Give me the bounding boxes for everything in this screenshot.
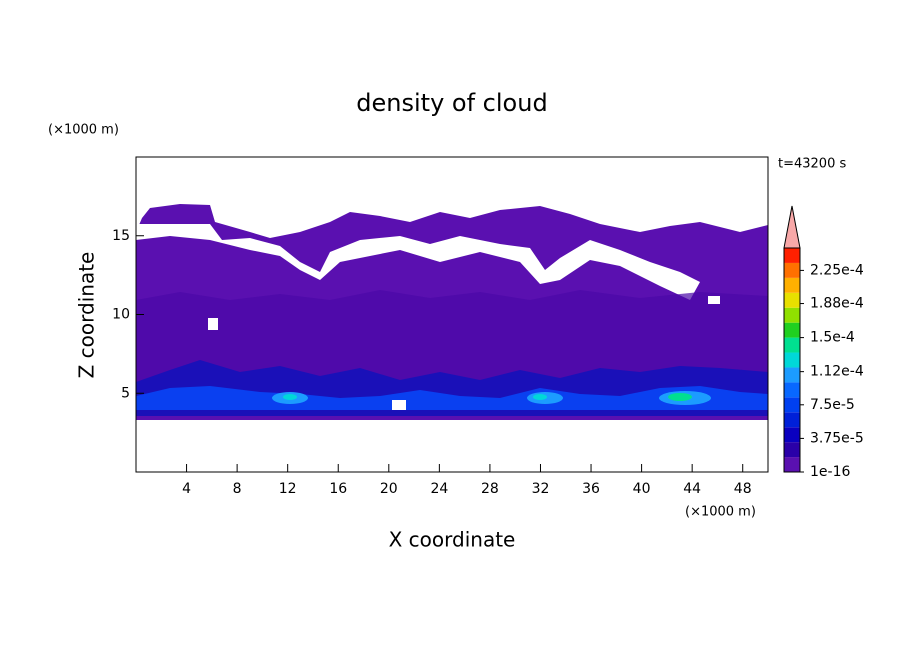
colorbar-band xyxy=(784,367,800,383)
white-gap xyxy=(136,224,700,300)
colorbar-band xyxy=(784,248,800,263)
colorbar-band xyxy=(784,322,800,338)
colorbar-band xyxy=(784,277,800,293)
colorbar-label: 7.5e-5 xyxy=(810,397,855,413)
high-spot xyxy=(668,393,692,401)
x-tick-label: 48 xyxy=(734,481,752,497)
colorbar-band xyxy=(784,412,800,428)
colorbar-band xyxy=(784,382,800,398)
colorbar-band xyxy=(784,262,800,278)
colorbar-label: 1.88e-4 xyxy=(810,296,864,312)
colorbar-band xyxy=(784,337,800,353)
y-tick-label: 10 xyxy=(112,307,130,323)
x-tick-label: 16 xyxy=(329,481,347,497)
high-spot xyxy=(283,394,297,400)
x-tick-label: 12 xyxy=(279,481,297,497)
colorbar-band xyxy=(784,397,800,413)
y-tick-label: 15 xyxy=(112,228,130,244)
x-tick-label: 32 xyxy=(532,481,550,497)
colorbar-band xyxy=(784,427,800,443)
high-spot xyxy=(533,394,547,400)
blue-band xyxy=(136,386,768,410)
colorbar-band xyxy=(784,352,800,368)
colorbar-band xyxy=(784,292,800,308)
white-hole xyxy=(392,400,406,410)
colorbar-label: 1e-16 xyxy=(810,464,850,480)
colorbar-label: 1.12e-4 xyxy=(810,364,864,380)
x-unit: (×1000 m) xyxy=(685,505,756,520)
x-axis-label: X coordinate xyxy=(389,528,516,552)
x-tick-label: 24 xyxy=(430,481,448,497)
x-tick-label: 4 xyxy=(182,481,191,497)
x-tick-label: 8 xyxy=(233,481,242,497)
chart-title: density of cloud xyxy=(356,89,547,117)
x-tick-label: 44 xyxy=(683,481,701,497)
colorbar-band xyxy=(784,457,800,472)
x-tick-label: 36 xyxy=(582,481,600,497)
y-unit: (×1000 m) xyxy=(48,123,119,138)
white-hole xyxy=(708,296,720,304)
contour-field xyxy=(136,204,768,420)
white-hole xyxy=(208,318,218,330)
time-label: t=43200 s xyxy=(778,157,846,172)
y-axis-label: Z coordinate xyxy=(75,252,99,379)
colorbar-label: 3.75e-5 xyxy=(810,430,864,446)
x-tick-label: 40 xyxy=(633,481,651,497)
colorbar-band xyxy=(784,442,800,458)
colorbar-label: 2.25e-4 xyxy=(810,262,864,278)
colorbar-frame xyxy=(783,247,801,473)
y-tick-label: 5 xyxy=(121,385,130,401)
x-tick-label: 20 xyxy=(380,481,398,497)
colorbar-band xyxy=(784,307,800,323)
colorbar-label: 1.5e-4 xyxy=(810,330,855,346)
colorbar-extend xyxy=(783,205,801,249)
x-tick-label: 28 xyxy=(481,481,499,497)
